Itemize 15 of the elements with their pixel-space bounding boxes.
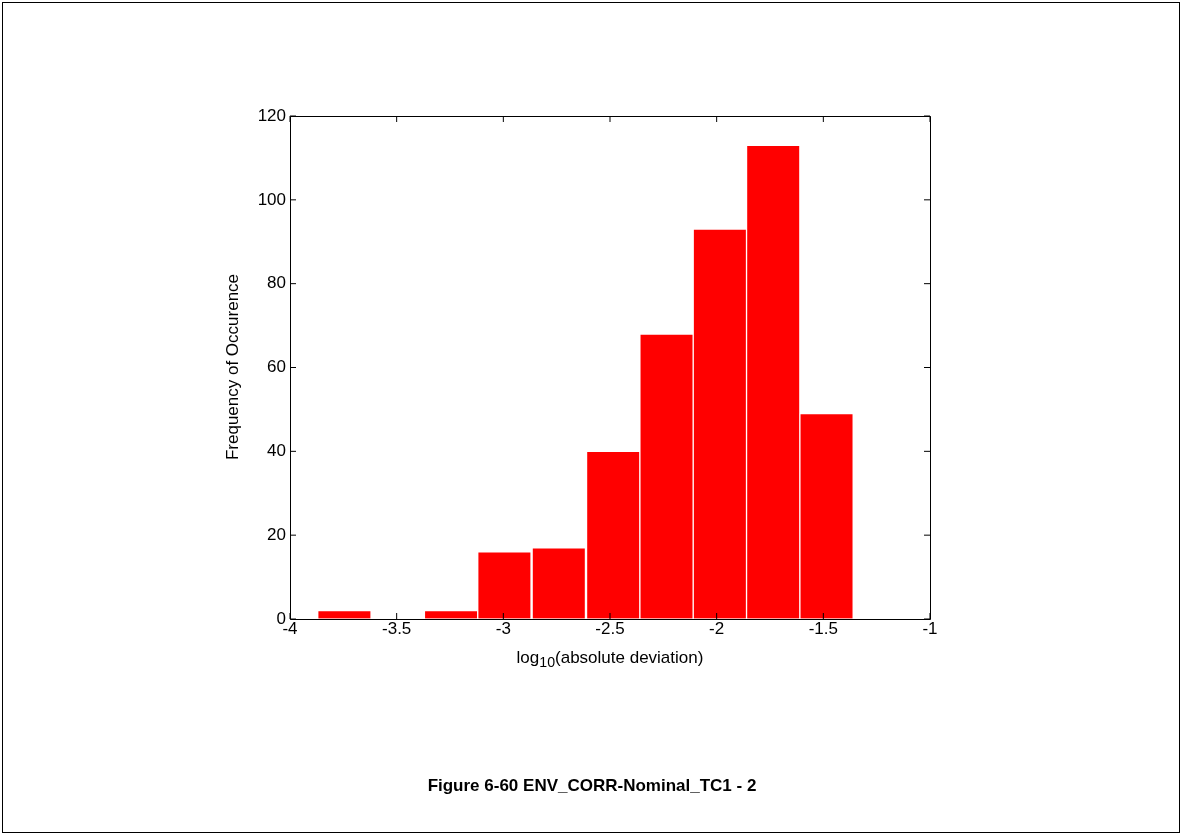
y-tick-label: 60 [267,357,286,377]
x-tick-label: -2 [709,618,725,638]
y-tick-label: 120 [257,105,286,125]
x-tick-label: -1 [922,618,938,638]
text: Figure 6-60 ENV_CORR-Nominal_TC1 - 2 [426,776,758,796]
x-axis-title: log$_{10}$(absolute deviation) [515,648,705,671]
y-tick-label: 80 [267,273,286,293]
y-tick-label: 20 [267,524,286,544]
y-tick-label: 40 [267,441,286,461]
y-axis-title: Frequency of Occurence [223,273,243,461]
x-tick-label: -3 [495,618,511,638]
x-tick-label: -2.5 [595,618,625,638]
y-tick-label: 100 [257,189,286,209]
x-tick-label: -3.5 [382,618,412,638]
x-tick-label: -1.5 [808,618,838,638]
